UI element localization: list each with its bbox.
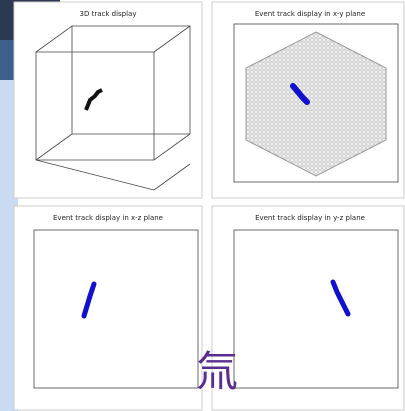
panel-bg <box>14 2 202 198</box>
panel-title: Event track display in y-z plane <box>255 214 365 222</box>
panel-bg <box>212 206 404 410</box>
screenshot: 3D track display Event track display in … <box>0 0 405 411</box>
panel: 3D track display <box>14 2 202 198</box>
panel: Event track display in x-z plane <box>14 206 202 410</box>
panel: Event track display in x-y plane <box>212 2 404 198</box>
panel-title: 3D track display <box>80 10 137 18</box>
panel-bg <box>14 206 202 410</box>
overlay-character: 氚 <box>196 347 238 396</box>
panel-title: Event track display in x-y plane <box>255 10 365 18</box>
panel-title: Event track display in x-z plane <box>53 214 163 222</box>
page: {"panels": [ {"title": "3D track display… <box>0 0 405 411</box>
panel: Event track display in y-z plane <box>212 206 404 410</box>
